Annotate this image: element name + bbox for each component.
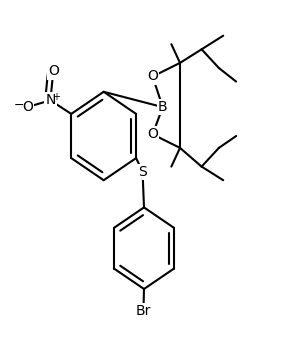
Text: N: N	[45, 93, 56, 107]
Text: O: O	[147, 127, 158, 141]
Text: B: B	[158, 100, 168, 114]
Text: Br: Br	[136, 304, 151, 318]
Text: O: O	[48, 64, 59, 79]
Text: −: −	[14, 99, 24, 112]
Text: +: +	[52, 92, 60, 102]
Text: O: O	[22, 100, 33, 114]
Text: O: O	[147, 69, 158, 84]
Text: S: S	[138, 165, 147, 179]
